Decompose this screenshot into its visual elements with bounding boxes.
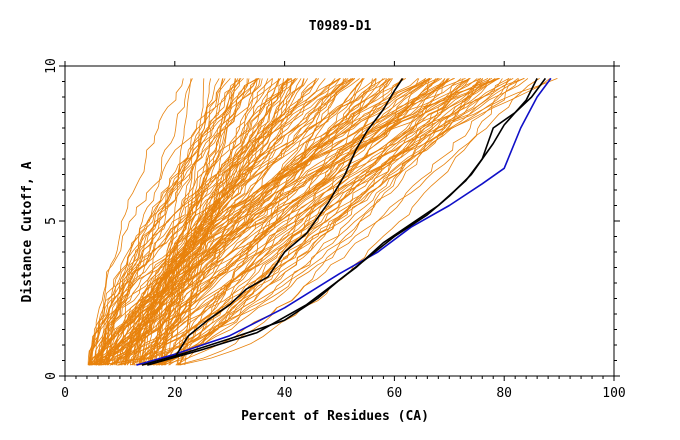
highlight-curve: [141, 77, 547, 366]
model-curve: [164, 78, 491, 366]
model-curve: [115, 78, 193, 366]
y-tick-label: 0: [44, 372, 59, 380]
model-curve: [169, 78, 236, 366]
model-curve: [134, 78, 364, 366]
model-curve: [157, 78, 491, 366]
model-curve: [89, 78, 244, 366]
model-curve: [96, 78, 390, 366]
model-curve: [88, 78, 471, 366]
model-curve: [125, 78, 360, 366]
model-curve: [162, 78, 503, 366]
x-tick-label: 60: [387, 386, 403, 401]
model-curve: [168, 78, 426, 366]
model-curve: [139, 78, 431, 366]
x-tick-label: 0: [61, 386, 69, 401]
model-curve: [162, 78, 344, 366]
highlighted-model-curves: [136, 77, 552, 366]
model-curve: [130, 78, 393, 366]
x-tick-label: 80: [496, 386, 512, 401]
model-curve: [139, 78, 257, 366]
model-curve: [98, 78, 484, 366]
model-curve: [93, 78, 184, 366]
model-curve: [179, 78, 519, 366]
model-curve: [131, 78, 280, 366]
y-axis-ticks: 0 5 10: [44, 58, 620, 380]
model-curve: [89, 78, 263, 366]
model-curve: [116, 78, 482, 366]
model-curve: [95, 78, 236, 366]
model-curve: [175, 78, 448, 366]
model-curve: [158, 78, 540, 366]
model-curve: [87, 78, 320, 366]
model-curve: [96, 78, 510, 366]
model-curve: [146, 78, 387, 366]
x-tick-label: 100: [602, 386, 625, 401]
model-curve: [98, 78, 377, 366]
model-curve: [149, 78, 404, 366]
model-curve: [105, 78, 514, 366]
x-tick-label: 40: [277, 386, 293, 401]
model-curve: [154, 78, 471, 366]
x-axis-label: Percent of Residues (CA): [241, 409, 429, 424]
model-curve: [126, 78, 258, 366]
model-curve: [151, 78, 288, 366]
model-curve: [90, 78, 354, 366]
model-curve: [158, 78, 318, 366]
model-curve: [104, 78, 346, 366]
model-curve: [100, 78, 261, 366]
model-curve: [150, 78, 373, 366]
model-curve: [142, 78, 305, 366]
y-tick-label: 5: [44, 217, 59, 225]
highlight-curve: [174, 77, 404, 358]
reference-curve: [136, 77, 552, 366]
model-curve: [118, 78, 427, 366]
chart-title: T0989-D1: [309, 19, 372, 34]
model-curve: [93, 78, 220, 366]
model-curve: [91, 78, 470, 366]
model-curve: [121, 78, 296, 366]
model-curve: [156, 78, 336, 366]
model-curve: [107, 78, 500, 366]
model-curve: [159, 78, 431, 366]
model-curve: [87, 78, 260, 366]
y-axis-label: Distance Cutoff, A: [20, 161, 35, 302]
x-tick-label: 20: [167, 386, 183, 401]
model-curve: [100, 78, 341, 366]
highlight-curve: [147, 78, 538, 366]
y-tick-label: 10: [44, 58, 59, 74]
model-curve: [136, 78, 498, 366]
x-axis-ticks: 0 20 40 60 80 100: [61, 61, 626, 401]
model-curve: [138, 78, 529, 366]
model-curve: [125, 78, 281, 366]
model-curve: [88, 78, 288, 366]
model-curve: [88, 78, 341, 366]
model-curve: [153, 78, 480, 366]
model-curve: [133, 78, 231, 366]
model-curve: [88, 78, 493, 366]
model-curve: [132, 78, 289, 366]
model-curve: [177, 78, 364, 366]
model-curve: [123, 78, 496, 366]
background-model-curves: [87, 78, 558, 366]
